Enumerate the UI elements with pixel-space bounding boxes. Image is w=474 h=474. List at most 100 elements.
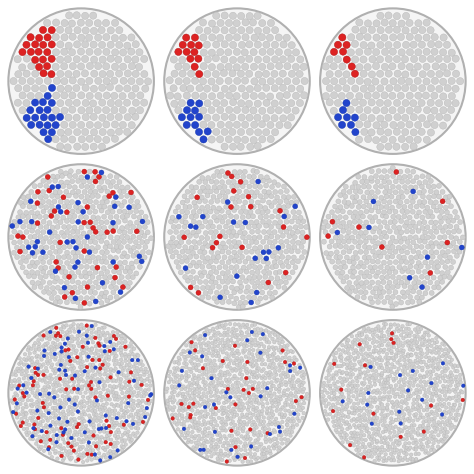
Circle shape [356, 184, 361, 189]
Circle shape [362, 341, 366, 344]
Circle shape [39, 245, 44, 250]
Circle shape [233, 200, 238, 205]
Circle shape [203, 427, 207, 431]
Circle shape [190, 355, 193, 358]
Circle shape [57, 70, 64, 77]
Circle shape [227, 399, 230, 402]
Circle shape [368, 359, 371, 363]
Circle shape [128, 355, 131, 359]
Circle shape [367, 214, 373, 219]
Circle shape [262, 394, 266, 398]
Circle shape [128, 363, 131, 366]
Circle shape [274, 380, 278, 383]
Circle shape [36, 360, 39, 363]
Circle shape [285, 428, 289, 431]
Circle shape [134, 412, 137, 416]
Circle shape [408, 363, 411, 366]
Circle shape [231, 229, 236, 235]
Circle shape [146, 370, 149, 374]
Circle shape [23, 387, 27, 391]
Circle shape [128, 107, 136, 114]
Circle shape [402, 330, 405, 334]
Circle shape [35, 395, 39, 399]
Circle shape [100, 250, 105, 255]
Circle shape [393, 395, 397, 399]
Circle shape [438, 255, 442, 260]
Circle shape [197, 385, 201, 388]
Circle shape [356, 33, 364, 40]
Circle shape [70, 200, 74, 204]
Circle shape [53, 240, 57, 245]
Circle shape [418, 100, 425, 107]
Circle shape [187, 438, 191, 442]
Circle shape [229, 234, 234, 239]
Circle shape [398, 374, 402, 377]
Circle shape [145, 239, 149, 244]
Circle shape [76, 239, 81, 245]
Circle shape [197, 391, 201, 394]
Circle shape [336, 423, 339, 427]
Circle shape [204, 27, 211, 34]
Circle shape [145, 230, 150, 235]
Circle shape [416, 406, 419, 409]
Circle shape [16, 215, 21, 220]
Circle shape [277, 348, 281, 352]
Circle shape [420, 447, 424, 451]
Circle shape [146, 412, 149, 416]
Circle shape [192, 437, 196, 440]
Circle shape [189, 184, 194, 190]
Circle shape [10, 384, 13, 387]
Circle shape [272, 260, 277, 264]
Circle shape [427, 70, 435, 77]
Circle shape [70, 179, 75, 184]
Circle shape [421, 445, 425, 449]
Circle shape [438, 365, 441, 369]
Circle shape [256, 413, 260, 417]
Circle shape [202, 348, 206, 352]
Circle shape [56, 26, 64, 33]
Circle shape [45, 285, 49, 291]
Circle shape [377, 128, 384, 135]
Circle shape [208, 219, 213, 225]
Circle shape [261, 332, 264, 336]
Circle shape [169, 219, 173, 224]
Circle shape [203, 388, 207, 391]
Circle shape [196, 423, 200, 427]
Circle shape [414, 214, 419, 219]
Circle shape [203, 363, 207, 367]
Circle shape [271, 337, 274, 341]
Circle shape [62, 380, 65, 383]
Circle shape [347, 401, 351, 404]
Circle shape [198, 369, 201, 373]
Circle shape [44, 205, 49, 210]
Circle shape [391, 456, 395, 459]
Circle shape [353, 180, 358, 185]
Circle shape [236, 405, 239, 409]
Circle shape [347, 77, 355, 84]
Circle shape [440, 271, 445, 276]
Circle shape [384, 185, 389, 190]
Circle shape [250, 372, 254, 376]
Circle shape [202, 370, 206, 373]
Circle shape [95, 391, 98, 394]
Circle shape [96, 216, 100, 220]
Circle shape [47, 385, 51, 389]
Circle shape [99, 349, 103, 353]
Circle shape [173, 405, 176, 409]
Circle shape [101, 363, 104, 366]
Circle shape [102, 366, 105, 370]
Circle shape [185, 198, 190, 203]
Circle shape [75, 349, 78, 352]
Circle shape [209, 337, 213, 340]
Circle shape [339, 107, 346, 114]
Circle shape [208, 189, 213, 194]
Circle shape [457, 399, 460, 402]
Circle shape [449, 427, 453, 430]
Circle shape [427, 99, 434, 106]
Circle shape [367, 388, 371, 392]
Circle shape [221, 350, 225, 354]
Circle shape [356, 215, 361, 219]
Circle shape [239, 369, 242, 372]
Circle shape [411, 179, 416, 184]
Circle shape [431, 77, 438, 84]
